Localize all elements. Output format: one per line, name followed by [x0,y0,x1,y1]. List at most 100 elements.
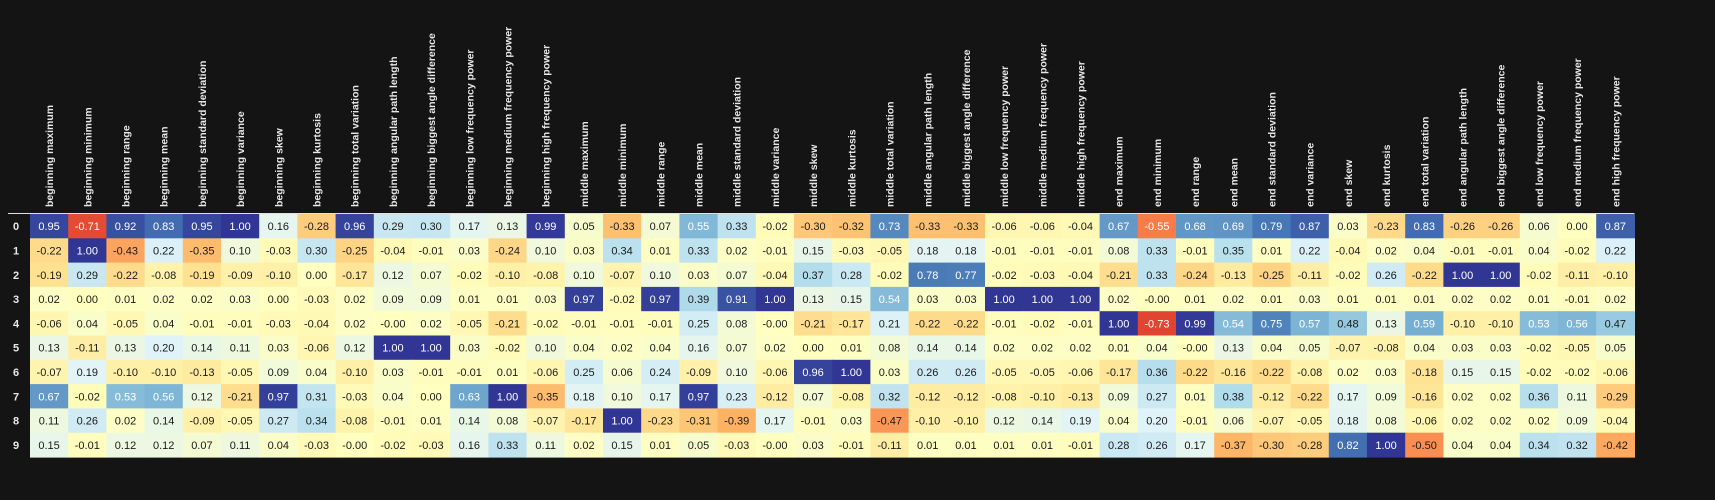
heatmap-cell [144,384,184,409]
heatmap-cell [1519,359,1559,385]
heatmap-cell [106,335,146,361]
heatmap-cell [144,359,184,385]
cell-value: 0.10 [573,270,594,282]
column-label-end-kurtosis: end kurtosis [1381,144,1393,207]
cell-value: 0.11 [230,440,251,452]
cell-value: 0.91 [726,294,747,306]
heatmap-cell [1176,311,1215,337]
cell-value: 0.10 [650,270,671,282]
heatmap-cell [68,311,107,337]
cell-value: -0.06 [533,367,558,379]
cell-value: 0.54 [1223,318,1244,330]
heatmap-cell [1099,408,1139,434]
cell-value: 0.26 [917,367,938,379]
cell-value: 0.02 [344,294,365,306]
heatmap-cell [488,311,528,337]
heatmap-cell [908,408,948,434]
column-label-middle-variance: middle variance [770,127,782,207]
cell-value: -0.28 [1297,440,1322,452]
cell-value: -0.47 [877,416,902,428]
heatmap-cell [1176,384,1215,409]
heatmap-cell [297,408,337,434]
cell-value: 0.13 [1375,318,1396,330]
heatmap-cell [717,214,757,239]
heatmap-cell [1481,238,1521,264]
heatmap-cell [68,384,107,409]
heatmap-cell [144,262,184,288]
heatmap-cell [1252,311,1292,337]
heatmap-cell [373,214,413,239]
row-label-5: 5 [13,343,19,355]
cell-value: -0.01 [1068,318,1093,330]
cell-value: 0.01 [993,440,1014,452]
heatmap-cell [755,335,795,361]
column-label-end-biggest-angle-difference: end biggest angle difference [1496,64,1508,207]
heatmap-cell [870,335,910,361]
heatmap-cell [259,214,298,239]
heatmap-cell [794,311,833,337]
heatmap-cell [373,408,413,434]
heatmap-cell [1558,286,1597,312]
cell-value: 0.29 [77,270,98,282]
heatmap-cell [1137,214,1177,239]
cell-value: 0.53 [1528,318,1549,330]
cell-value: 0.99 [535,221,556,233]
cell-value: -0.00 [762,440,787,452]
heatmap-cell [641,384,680,409]
heatmap-cell [488,408,528,434]
cell-value: 0.16 [688,343,709,355]
heatmap-cell [1176,335,1215,361]
heatmap-cell [1328,214,1368,239]
heatmap-cell [1443,238,1483,264]
heatmap-cell [1252,214,1292,239]
cell-value: -0.02 [533,318,558,330]
heatmap-cell [641,311,680,337]
cell-value: -0.55 [1144,221,1169,233]
cell-value: 0.01 [1375,294,1396,306]
heatmap-cell [985,335,1024,361]
cell-value: 0.07 [802,391,823,403]
heatmap-cell [30,286,69,312]
cell-value: 0.33 [497,440,518,452]
heatmap-cell [30,359,69,385]
cell-value: 0.83 [153,221,174,233]
cell-value: -0.30 [801,221,826,233]
heatmap-cell [182,286,222,312]
column-label-end-angular-path-length: end angular path length [1458,88,1470,207]
heatmap-cell [106,408,146,434]
heatmap-cell [1290,262,1330,288]
cell-value: 0.04 [1528,245,1549,257]
heatmap-cell [450,359,489,385]
heatmap-cell [870,359,910,385]
heatmap-cell [68,359,107,385]
cell-value: 0.02 [726,245,747,257]
heatmap-cell [794,335,833,361]
cell-value: 0.01 [115,294,136,306]
column-label-beginning-maximum: beginning maximum [44,105,56,207]
cell-value: 0.03 [535,294,556,306]
column-label-beginning-biggest-angle-difference: beginning biggest angle difference [426,33,438,207]
cell-value: -0.12 [1259,391,1284,403]
heatmap-cell [68,262,107,288]
heatmap-cell [1023,262,1062,288]
cell-value: 0.79 [1261,221,1282,233]
cell-value: 0.08 [1375,416,1396,428]
heatmap-cell [1481,384,1521,409]
cell-value: -0.10 [266,270,291,282]
cell-value: -0.05 [228,367,253,379]
row-label-1: 1 [13,245,19,257]
cell-value: 0.32 [1566,440,1587,452]
cell-value: 0.56 [153,391,174,403]
cell-value: 0.03 [1337,221,1358,233]
cell-value: 0.09 [1566,416,1587,428]
cell-value: -0.10 [113,367,138,379]
heatmap-cell [412,286,451,312]
heatmap-cell [30,262,69,288]
heatmap-cell [870,286,910,312]
heatmap-cell [1405,359,1444,385]
heatmap-cell [1099,311,1139,337]
heatmap-cell [603,262,642,288]
heatmap-cell [1481,432,1521,458]
heatmap-cell [1481,408,1521,434]
